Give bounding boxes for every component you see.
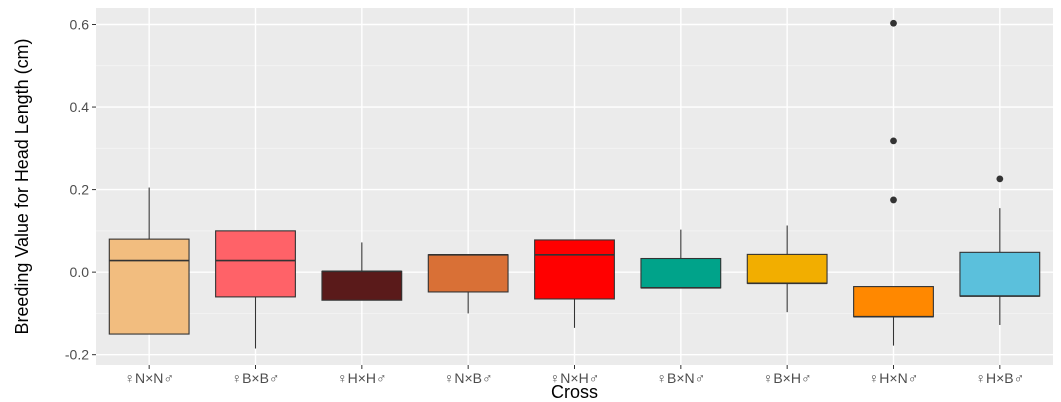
box-6 [746,225,828,313]
box-iqr [534,239,615,300]
y-axis-ticks: -0.2 0.0 0.2 0.4 0.6 [65,17,96,363]
x-tick-label: ♀B×H♂ [763,370,812,386]
box-3 [427,254,509,314]
outlier-point [890,19,897,27]
box-iqr [853,286,934,318]
y-tick-label: 0.6 [70,17,90,33]
y-axis-title: Breeding Value for Head Length (cm) [12,39,32,335]
x-axis-ticks: ♀N×N♂ ♀B×B♂ ♀H×H♂ ♀N×B♂ ♀N×H♂ ♀B×N♂ ♀B×H♂ ♀H×N♂… [124,365,1024,386]
box-2 [321,242,403,301]
box-7 [853,19,934,346]
x-tick-label: ♀B×B♂ [232,370,280,386]
box-iqr [321,270,403,301]
box-iqr [959,251,1041,297]
y-tick-label: 0.4 [70,99,90,115]
y-tick-label: -0.2 [65,347,89,363]
x-tick-label: ♀H×N♂ [869,370,918,386]
box-0 [108,187,190,335]
box-8 [959,175,1041,325]
x-tick-label: ♀N×B♂ [444,370,493,386]
box-layer [108,19,1041,349]
outlier-point [996,175,1004,183]
box-iqr [215,230,296,298]
x-axis-title: Cross [551,382,598,402]
box-4 [534,239,615,328]
box-iqr [427,254,509,293]
box-iqr [640,257,722,289]
y-tick-label: 0.2 [70,182,90,198]
y-tick-label: 0.0 [70,264,90,280]
outlier-point [890,137,897,145]
box-5 [640,229,722,289]
box-1 [215,230,296,349]
outlier-point [890,196,897,204]
box-iqr [746,253,828,284]
x-tick-label: ♀N×H♂ [550,370,599,386]
x-tick-label: ♀B×N♂ [657,370,706,386]
box-iqr [108,238,190,335]
x-tick-label: ♀N×N♂ [124,370,173,386]
x-tick-label: ♀H×B♂ [976,370,1025,386]
x-tick-label: ♀H×H♂ [337,370,386,386]
